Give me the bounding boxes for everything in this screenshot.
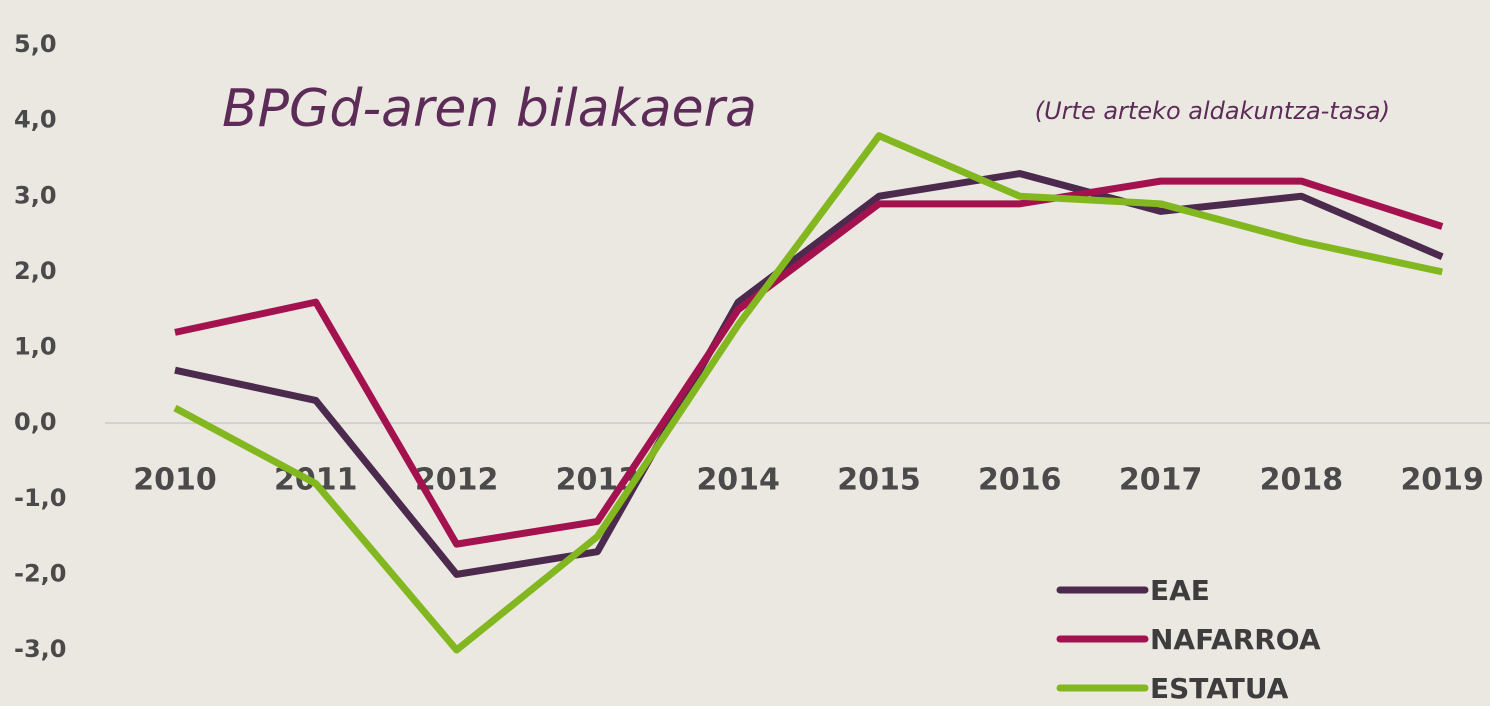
x-tick-label: 2017 (1119, 463, 1203, 498)
x-tick-label: 2015 (837, 463, 921, 498)
y-tick-label: 0,0 (14, 408, 57, 436)
chart-subtitle: (Urte arteko aldakuntza-tasa) (1035, 97, 1390, 125)
x-tick-label: 2014 (696, 463, 780, 498)
x-tick-label: 2016 (978, 463, 1062, 498)
series-line (173, 132, 1443, 654)
y-tick-label: 5,0 (14, 30, 57, 58)
y-tick-label: 2,0 (14, 257, 57, 285)
series-line (174, 177, 1444, 548)
y-tick-label: -1,0 (14, 484, 66, 512)
y-tick-label: 3,0 (14, 181, 57, 209)
chart-title: BPGd-aren bilakaera (222, 79, 757, 139)
y-tick-label: -3,0 (14, 635, 66, 663)
x-tick-label: 2019 (1400, 463, 1484, 498)
legend-label: EAE (1150, 574, 1210, 607)
y-tick-label: 1,0 (14, 333, 57, 361)
y-tick-label: 4,0 (14, 106, 57, 134)
x-tick-label: 2018 (1260, 463, 1344, 498)
x-tick-label: 2010 (133, 463, 217, 498)
legend-label: ESTATUA (1150, 672, 1289, 705)
series-line (174, 170, 1444, 578)
y-tick-label: -2,0 (14, 559, 66, 587)
legend-label: NAFARROA (1150, 623, 1321, 656)
